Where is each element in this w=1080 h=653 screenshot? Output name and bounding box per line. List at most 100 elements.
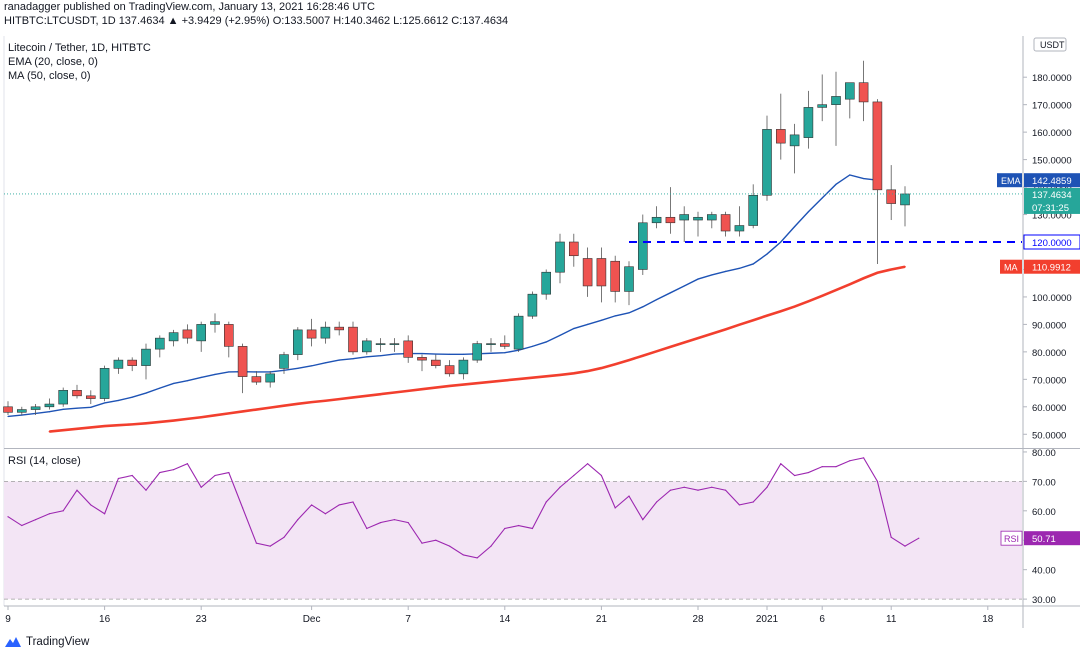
ma-50-point <box>297 402 299 405</box>
ma-50-point <box>862 277 865 280</box>
candle-body <box>16 409 27 413</box>
candle <box>251 371 262 385</box>
ma-50-point <box>172 419 175 422</box>
ema-tag-box <box>997 173 1022 188</box>
candle-body <box>279 354 289 369</box>
rsi-point <box>904 545 906 547</box>
candle <box>858 60 869 122</box>
ma-50-point <box>752 319 754 322</box>
price-tag-box <box>1024 187 1080 214</box>
rsi-point <box>435 539 437 541</box>
candle <box>375 338 386 352</box>
ma-50-point <box>448 385 451 387</box>
ma-50-point <box>255 408 258 411</box>
rsi-legend[interactable]: RSI (14, close) <box>8 455 81 467</box>
candle-body <box>334 326 345 331</box>
price-tick-label: 170.0000 <box>1032 101 1072 112</box>
ema-20-point <box>835 183 837 185</box>
ema-20-point <box>380 355 382 357</box>
ma-50-point <box>614 363 616 366</box>
ema-tag-text: EMA <box>1001 176 1021 186</box>
ema-legend[interactable]: EMA (20, close, 0) <box>8 56 98 68</box>
ema-20-point <box>711 274 713 276</box>
ma-50-point <box>628 359 630 361</box>
candle <box>886 165 897 221</box>
ma-legend[interactable]: MA (50, close, 0) <box>8 70 91 82</box>
ma-50-point <box>76 427 78 430</box>
ma-50-point <box>531 376 534 379</box>
rsi-point <box>297 519 299 521</box>
ma-50-point <box>766 314 768 317</box>
candle <box>734 206 745 237</box>
rsi-point <box>738 504 741 506</box>
candle <box>196 321 206 352</box>
candle-body <box>803 107 814 138</box>
rsi-value-tag: RSI 50.71 <box>1000 530 1080 546</box>
ema-20-point <box>656 299 658 301</box>
candle <box>30 404 41 416</box>
rsi-point <box>683 486 685 488</box>
rsi-point <box>186 463 188 465</box>
ma-value-box <box>1024 259 1080 274</box>
rsi-point <box>200 486 202 488</box>
rsi-point <box>407 521 409 524</box>
ma-50-point <box>517 378 520 380</box>
ma-50-point <box>103 425 106 427</box>
candle-body <box>375 343 386 345</box>
ma-50-point <box>738 323 741 326</box>
support-level-tag: 120.0000 <box>1023 234 1080 250</box>
ema-20-point <box>228 371 230 373</box>
rsi-point <box>890 536 892 538</box>
candle-body <box>900 193 910 206</box>
price-tick-label: 50.0000 <box>1032 430 1066 441</box>
candle <box>900 186 910 227</box>
candle-body <box>568 241 579 257</box>
candle <box>720 211 731 237</box>
candle-body <box>196 324 206 342</box>
candle-body <box>513 315 524 350</box>
candle-body <box>651 216 662 224</box>
candle-body <box>541 271 552 295</box>
rsi-point <box>807 471 810 474</box>
time-tick-label: 9 <box>5 614 11 625</box>
ema-20-point <box>297 367 299 369</box>
ema-20-point <box>531 345 534 347</box>
rsi-point <box>90 504 92 506</box>
ema-20-point <box>669 292 672 294</box>
ma-50-point <box>421 388 423 391</box>
ema-20-point <box>725 270 727 272</box>
rsi-point <box>48 513 51 515</box>
candle-body <box>58 390 69 405</box>
candle <box>527 291 538 319</box>
ema-20-point <box>504 352 506 354</box>
rsi-point <box>242 507 244 509</box>
ma-value-tag: MA 110.9912 <box>1000 259 1080 274</box>
rsi-value-box <box>1024 531 1080 546</box>
candle-body <box>499 343 510 347</box>
ema-20-line <box>7 174 878 418</box>
candle <box>430 354 441 369</box>
time-tick-label: Dec <box>303 614 321 625</box>
rsi-point <box>35 519 37 521</box>
footer[interactable]: TradingView <box>4 636 89 648</box>
ema-20-point <box>186 380 188 382</box>
support-tag-box <box>1023 234 1080 250</box>
rsi-tick-label: 30.00 <box>1032 595 1056 606</box>
ema-20-point <box>214 373 216 375</box>
price-tick-label: 80.0000 <box>1032 348 1066 359</box>
ma-50-point <box>241 410 244 413</box>
rsi-point <box>214 474 216 477</box>
candle <box>361 338 372 355</box>
ma-tag-text: MA <box>1004 263 1018 273</box>
time-tick-label: 28 <box>692 614 704 625</box>
ema-20-point <box>421 352 423 355</box>
candle-body <box>237 346 248 377</box>
candle-body <box>224 324 234 347</box>
candle-body <box>789 134 800 147</box>
candle <box>499 335 510 350</box>
candle-body <box>306 329 317 339</box>
ma-50-point <box>573 372 575 375</box>
rsi-point <box>311 504 313 506</box>
ema-20-point <box>794 226 796 228</box>
